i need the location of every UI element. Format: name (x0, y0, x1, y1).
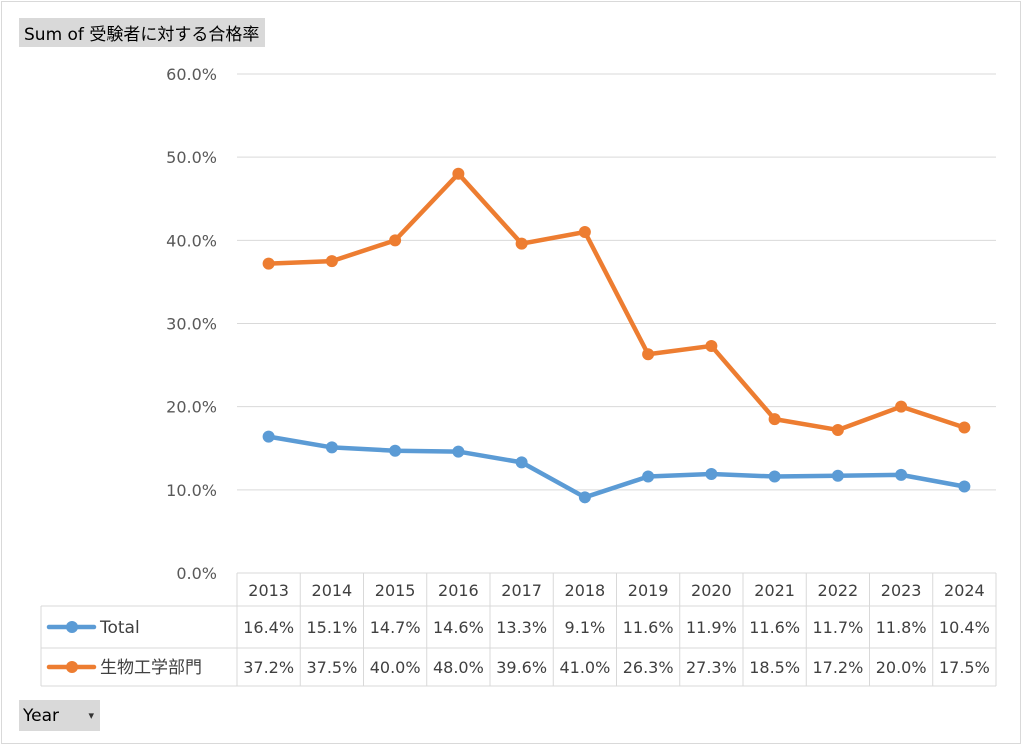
data-point (831, 423, 844, 436)
data-table-cell: 11.6% (749, 618, 800, 637)
data-table-cell: 14.6% (433, 618, 484, 637)
series-line (266, 434, 967, 500)
data-point (642, 470, 655, 483)
y-tick-label: 50.0% (166, 148, 217, 167)
x-tick-label: 2013 (248, 581, 289, 600)
data-table-cell: 9.1% (565, 618, 606, 637)
x-tick-label: 2020 (691, 581, 732, 600)
year-field-button[interactable]: Year ▾ (19, 700, 100, 731)
x-tick-label: 2014 (312, 581, 353, 600)
data-table-cell: 37.2% (243, 658, 294, 677)
data-point (389, 444, 402, 457)
x-tick-label: 2018 (565, 581, 606, 600)
data-table-cell: 37.5% (306, 658, 357, 677)
data-table-cell: 18.5% (749, 658, 800, 677)
data-point (578, 226, 591, 239)
data-table-cell: 16.4% (243, 618, 294, 637)
legend-label: 生物工学部門 (100, 658, 202, 678)
data-point (515, 237, 528, 250)
x-tick-label: 2021 (754, 581, 795, 600)
data-point (262, 430, 275, 443)
data-table-cell: 11.9% (686, 618, 737, 637)
series-line (266, 171, 967, 433)
data-point (958, 421, 971, 434)
data-point (705, 468, 718, 481)
data-point (768, 413, 781, 426)
data-point (895, 400, 908, 413)
year-field-label: Year (23, 705, 59, 726)
y-tick-label: 30.0% (166, 315, 217, 334)
x-tick-label: 2023 (881, 581, 922, 600)
data-point (325, 255, 338, 268)
y-tick-label: 10.0% (166, 481, 217, 500)
data-point (895, 468, 908, 481)
value-field-button[interactable]: Sum of 受験者に対する合格率 (19, 18, 266, 47)
chevron-down-icon[interactable]: ▾ (88, 709, 94, 722)
data-table-cell: 27.3% (686, 658, 737, 677)
x-tick-label: 2015 (375, 581, 416, 600)
y-tick-label: 40.0% (166, 231, 217, 250)
data-table-cell: 15.1% (306, 618, 357, 637)
x-tick-label: 2017 (501, 581, 542, 600)
data-point (578, 491, 591, 504)
x-tick-label: 2022 (818, 581, 859, 600)
data-table-cell: 41.0% (559, 658, 610, 677)
data-table-cell: 17.5% (939, 658, 990, 677)
y-tick-label: 60.0% (166, 65, 217, 84)
data-table-cell: 40.0% (370, 658, 421, 677)
data-point (452, 167, 465, 180)
data-table-cell: 17.2% (812, 658, 863, 677)
value-field-label: Sum of 受験者に対する合格率 (24, 25, 260, 45)
data-point (705, 339, 718, 352)
x-tick-label: 2019 (628, 581, 669, 600)
legend-label: Total (99, 618, 140, 638)
data-table-cell: 39.6% (496, 658, 547, 677)
data-point (831, 469, 844, 482)
data-table-cell: 20.0% (876, 658, 927, 677)
data-table-cell: 11.6% (623, 618, 674, 637)
data-point (768, 470, 781, 483)
data-table-cell: 11.7% (812, 618, 863, 637)
y-tick-label: 0.0% (176, 564, 217, 583)
data-point (262, 257, 275, 270)
data-point (389, 234, 402, 247)
legend-marker (66, 621, 78, 633)
data-table-cell: 13.3% (496, 618, 547, 637)
data-point (515, 456, 528, 469)
x-tick-label: 2024 (944, 581, 985, 600)
data-table-cell: 11.8% (876, 618, 927, 637)
y-tick-label: 20.0% (166, 398, 217, 417)
data-table-cell: 48.0% (433, 658, 484, 677)
legend-marker (66, 661, 78, 673)
x-tick-label: 2016 (438, 581, 479, 600)
data-table-cell: 26.3% (623, 658, 674, 677)
data-table-cell: 10.4% (939, 618, 990, 637)
data-point (325, 441, 338, 454)
data-point (958, 480, 971, 493)
data-point (642, 348, 655, 361)
data-table-cell: 14.7% (370, 618, 421, 637)
data-point (452, 445, 465, 458)
